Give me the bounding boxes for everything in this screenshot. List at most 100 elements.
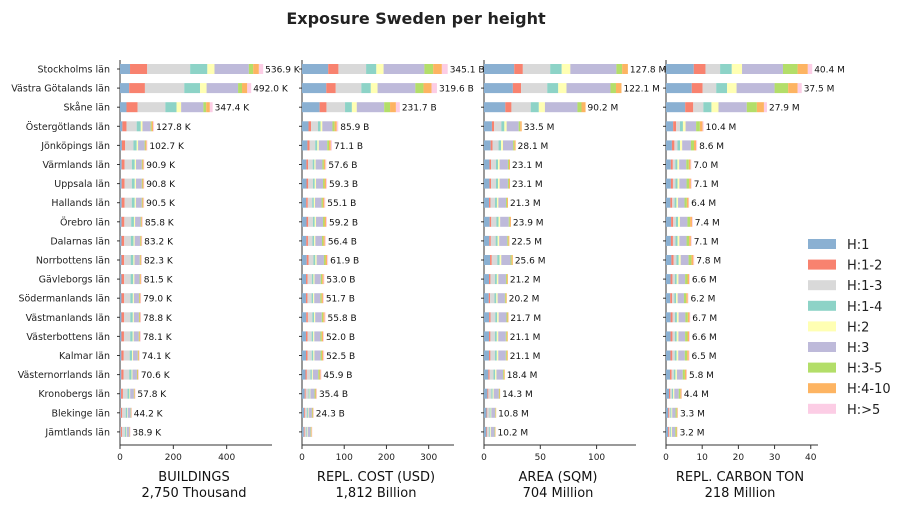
data-label: 23.1 M [512, 161, 543, 171]
data-label: 536.9 K [265, 66, 301, 76]
bar-segment [134, 178, 136, 189]
legend-item: H:1-3 [808, 279, 882, 294]
data-label: 71.1 B [334, 142, 363, 152]
legend-swatch [808, 239, 836, 249]
bar-segment [326, 83, 336, 94]
bar-segment [120, 140, 122, 151]
bar-segment [679, 121, 683, 132]
bar-segment [487, 407, 490, 418]
bar-segment [120, 388, 122, 399]
bar-segment [317, 140, 319, 151]
bar-segment [311, 369, 313, 380]
bar-segment [248, 64, 254, 74]
bar-segment [678, 216, 680, 227]
bar-segment [689, 312, 691, 323]
data-label: 81.5 K [144, 276, 174, 286]
bar-segment [688, 197, 690, 208]
bar-segment [302, 331, 306, 342]
bar-segment [305, 331, 308, 342]
bar-segment [520, 121, 522, 132]
bar-segment [491, 255, 498, 265]
bar-segment [678, 388, 681, 399]
bar-segment [141, 235, 143, 246]
bar-segment [335, 83, 362, 94]
data-label: 53.0 B [326, 276, 355, 286]
bar-segment [307, 426, 308, 437]
bar-segment [696, 140, 698, 151]
bar-segment [135, 216, 141, 227]
bar-segment [314, 331, 321, 342]
bar-segment [138, 350, 140, 361]
bar-segment [530, 102, 539, 113]
data-label: 45.9 B [323, 371, 352, 381]
bar-stack [484, 274, 508, 285]
legend-item: H:1-4 [808, 300, 882, 315]
bar-stack [484, 350, 508, 361]
bar-segment [315, 216, 323, 227]
bar-segment [120, 426, 121, 437]
bar-segment [671, 140, 675, 151]
bar-segment [134, 388, 135, 399]
data-label: 74.1 K [142, 352, 172, 362]
bar-segment [677, 178, 680, 189]
bar-segment [314, 216, 316, 227]
bar-segment [673, 216, 676, 227]
bar-segment [484, 159, 490, 170]
bar-segment [321, 197, 323, 208]
data-label: 21.1 M [510, 333, 541, 343]
bar-stack [120, 331, 141, 342]
bar-segment [508, 159, 511, 170]
bar-segment [492, 140, 499, 151]
bar-segment [302, 102, 320, 113]
bar-segment [507, 159, 509, 170]
bar-segment [797, 64, 808, 74]
bar-segment [675, 216, 679, 227]
bar-segment [384, 102, 391, 113]
bar-segment [316, 388, 317, 399]
bar-segment [505, 102, 512, 113]
legend-item: H:1-2 [808, 259, 882, 274]
bar-stack [302, 121, 339, 132]
data-label: 83.2 K [144, 237, 174, 247]
bar-segment [124, 178, 132, 189]
bar-stack [484, 312, 509, 323]
bar-segment [310, 388, 315, 399]
bar-segment [132, 293, 134, 304]
x-tick-label: 100 [336, 453, 353, 463]
bar-segment [675, 159, 678, 170]
bar-segment [494, 331, 497, 342]
bar-segment [672, 312, 675, 323]
legend-swatch [808, 280, 836, 291]
bar-segment [490, 426, 491, 437]
bar-segment [307, 197, 313, 208]
data-label: 55.8 B [328, 314, 357, 324]
bar-segment [133, 255, 135, 265]
bar-segment [146, 140, 148, 151]
legend-item: H:2 [808, 320, 869, 335]
bar-segment [122, 388, 128, 399]
bar-segment [132, 331, 134, 342]
bar-segment [680, 140, 683, 151]
bar-segment [680, 255, 689, 265]
data-label: 6.6 M [692, 276, 717, 286]
bar-segment [322, 293, 324, 304]
bar-segment [678, 350, 685, 361]
bar-segment [690, 178, 692, 189]
bar-segment [615, 83, 622, 94]
bar-segment [121, 331, 124, 342]
bar-segment [305, 369, 307, 380]
bar-segment [302, 121, 309, 132]
bar-segment [673, 369, 676, 380]
bar-segment [302, 426, 304, 437]
bar-segment [316, 255, 324, 265]
bar-segment [126, 426, 127, 437]
bar-segment [309, 388, 311, 399]
bar-segment [121, 350, 124, 361]
bar-segment [307, 274, 312, 285]
bar-segment [314, 350, 321, 361]
bar-segment [120, 255, 122, 265]
bar-segment [124, 216, 132, 227]
data-label: 79.0 K [143, 295, 173, 305]
bar-segment [140, 216, 142, 227]
